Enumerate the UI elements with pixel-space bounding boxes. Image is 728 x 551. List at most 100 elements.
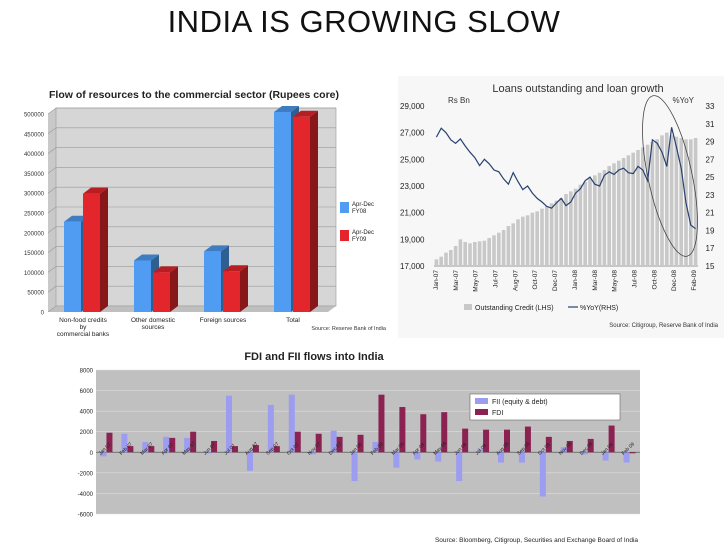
legend-label: FY09 bbox=[352, 237, 367, 243]
bar bbox=[134, 260, 151, 312]
y-tick-label: -4000 bbox=[78, 492, 94, 498]
x-tick-label: by bbox=[80, 324, 88, 331]
credit-bar bbox=[516, 219, 520, 266]
credit-bar bbox=[492, 235, 496, 266]
fdi-bar bbox=[252, 445, 259, 453]
left-tick-label: 23,000 bbox=[400, 182, 425, 191]
fii-bar bbox=[372, 442, 379, 453]
credit-bar bbox=[468, 243, 472, 266]
credit-bar bbox=[674, 136, 679, 266]
legend-swatch-credit bbox=[464, 304, 472, 310]
gridline bbox=[47, 167, 336, 174]
credit-bar bbox=[617, 160, 621, 266]
credit-bar bbox=[660, 135, 664, 266]
fii-bar bbox=[456, 452, 463, 482]
fii-bar bbox=[309, 452, 316, 455]
credit-bar bbox=[665, 132, 669, 266]
gridline bbox=[47, 186, 336, 194]
credit-bar bbox=[511, 223, 515, 266]
bar bbox=[153, 272, 170, 312]
credit-bar bbox=[693, 138, 698, 266]
fdi-bar bbox=[336, 436, 343, 453]
y-tick-label: 0 bbox=[90, 451, 94, 457]
left-tick-label: 17,000 bbox=[400, 262, 425, 271]
fii-bar bbox=[226, 395, 232, 453]
fdi-bar bbox=[190, 431, 197, 453]
fii-bar bbox=[539, 452, 546, 497]
credit-bar bbox=[636, 150, 640, 266]
credit-bar bbox=[578, 184, 583, 266]
fdi-bar bbox=[483, 429, 490, 453]
credit-bar bbox=[588, 178, 592, 266]
chart-title: FDI and FII flows into India bbox=[244, 351, 384, 363]
gridline bbox=[47, 226, 336, 234]
x-tick-label: Oct-08 bbox=[651, 270, 658, 290]
bar-side bbox=[170, 266, 178, 312]
credit-bar bbox=[549, 203, 554, 266]
x-tick-label: Mar-07 bbox=[453, 270, 460, 291]
fdi-bar bbox=[441, 412, 448, 453]
fdi-bar bbox=[148, 446, 155, 453]
y-tick-label: 4000 bbox=[80, 410, 94, 416]
y-tick-label: -2000 bbox=[78, 471, 94, 477]
legend-label: FII (equity & debt) bbox=[492, 399, 548, 406]
fdi-bar bbox=[232, 446, 238, 453]
fdi-bar bbox=[545, 436, 552, 453]
fdi-bar bbox=[566, 440, 573, 453]
fii-bar bbox=[205, 452, 212, 454]
x-tick-label: Other domestic bbox=[131, 317, 176, 324]
credit-bar bbox=[607, 166, 611, 266]
bar-top bbox=[83, 187, 108, 194]
left-tick-label: 29,000 bbox=[400, 102, 425, 111]
bar-top bbox=[204, 245, 229, 252]
gridline bbox=[47, 206, 336, 214]
y-tick-label: 300000 bbox=[24, 192, 45, 198]
x-tick-label: Aug-07 bbox=[512, 270, 519, 291]
credit-bar bbox=[621, 158, 626, 266]
credit-bar bbox=[559, 198, 563, 266]
left-tick-label: 21,000 bbox=[400, 209, 425, 218]
legend-label: Apr-Dec bbox=[352, 202, 374, 208]
credit-bar bbox=[602, 170, 607, 266]
y-tick-label: 200000 bbox=[24, 231, 45, 237]
fii-bar bbox=[267, 404, 274, 453]
right-tick-label: 19 bbox=[706, 226, 715, 235]
x-tick-label: Feb-09 bbox=[691, 270, 698, 291]
fdi-bar bbox=[420, 414, 427, 453]
y-tick-label: 50000 bbox=[27, 291, 44, 297]
fii-bar bbox=[330, 430, 337, 453]
chart-title: Flow of resources to the commercial sect… bbox=[49, 89, 339, 101]
x-tick-label: Jul-08 bbox=[631, 270, 638, 288]
credit-bar bbox=[650, 142, 655, 266]
resource-flow-chart-svg: Flow of resources to the commercial sect… bbox=[24, 89, 387, 338]
legend-label: FY08 bbox=[352, 209, 367, 215]
legend-label-credit: Outstanding Credit (LHS) bbox=[475, 305, 554, 312]
y-tick-label: 350000 bbox=[24, 172, 45, 178]
legend-swatch bbox=[475, 409, 488, 415]
y-tick-label: 100000 bbox=[24, 271, 45, 277]
fdi-bar bbox=[399, 407, 406, 453]
right-tick-label: 17 bbox=[706, 244, 715, 253]
credit-bar bbox=[453, 246, 458, 266]
fii-bar bbox=[414, 452, 421, 460]
credit-bar bbox=[449, 250, 453, 266]
right-unit: %YoY bbox=[673, 96, 695, 105]
credit-bar bbox=[679, 138, 683, 266]
bar bbox=[204, 251, 221, 312]
left-tick-label: 19,000 bbox=[400, 235, 425, 244]
bar-top bbox=[274, 106, 299, 113]
credit-bar bbox=[482, 240, 487, 266]
fdi-bar bbox=[504, 429, 510, 453]
y-tick-label: 450000 bbox=[24, 132, 45, 138]
credit-bar bbox=[458, 239, 463, 266]
credit-bar bbox=[573, 188, 578, 266]
credit-bar bbox=[501, 230, 506, 266]
y-tick-label: 500000 bbox=[24, 113, 45, 119]
y-tick-label: 6000 bbox=[80, 389, 94, 395]
slide-title: INDIA IS GROWING SLOW bbox=[167, 4, 561, 39]
gridline bbox=[47, 246, 336, 253]
credit-bar bbox=[530, 212, 535, 266]
credit-bar bbox=[473, 242, 477, 266]
fdi-bar bbox=[378, 394, 385, 453]
credit-bar bbox=[545, 206, 549, 266]
